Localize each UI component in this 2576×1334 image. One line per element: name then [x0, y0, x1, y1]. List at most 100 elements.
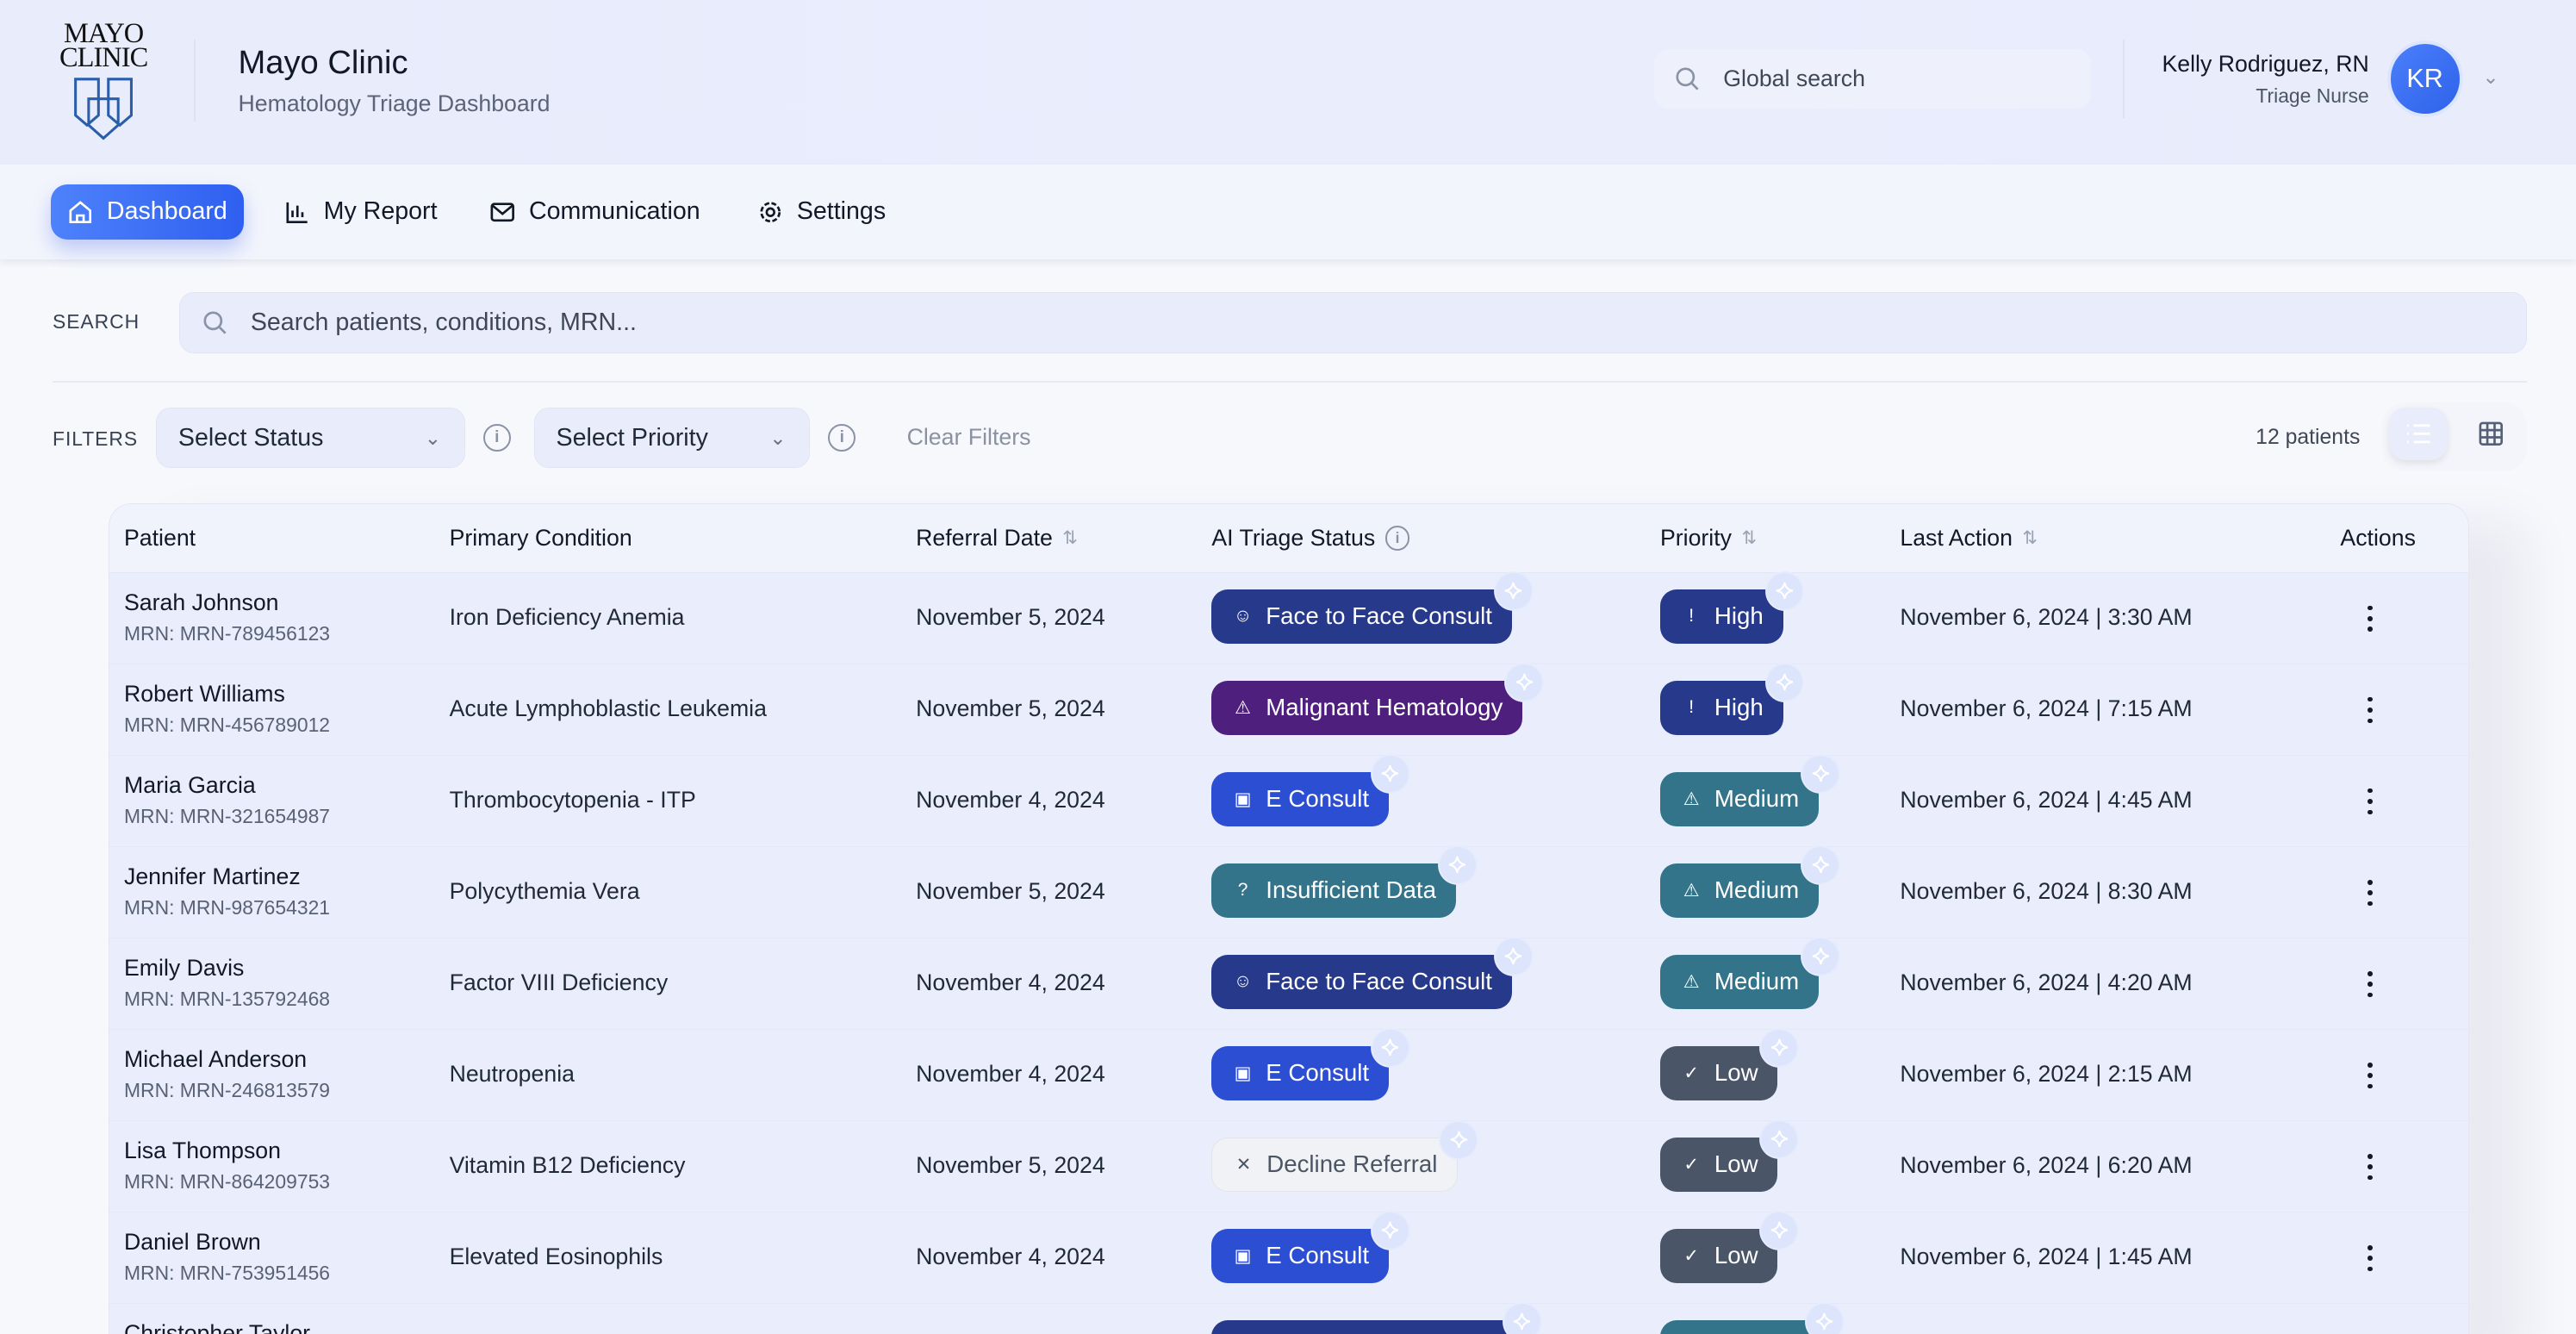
patient-name[interactable]: Christopher Taylor [124, 1319, 311, 1334]
info-icon[interactable]: i [1384, 526, 1410, 552]
nav-settings[interactable]: Settings [741, 184, 902, 240]
global-search-input[interactable]: Global search [1654, 49, 2092, 109]
ai-triage-status-badge[interactable]: ▣ E Consult [1211, 755, 1409, 826]
priority-icon: ⚠ [1683, 789, 1700, 809]
table-row[interactable]: Christopher Taylor [109, 1303, 2468, 1334]
grid-view-button[interactable] [2461, 408, 2521, 460]
table-row[interactable]: Michael Anderson MRN: MRN-246813579 Neutro… [109, 1029, 2469, 1121]
sparkle-icon[interactable] [1439, 846, 1476, 883]
more-actions-icon[interactable] [2363, 1242, 2376, 1275]
sparkle-icon[interactable] [1766, 572, 1803, 609]
sparkle-icon[interactable] [1372, 1029, 1409, 1066]
table-row[interactable]: Robert Williams MRN: MRN-456789012 Acute L… [109, 664, 2469, 756]
nav-label: Communication [528, 197, 700, 226]
priority-badge[interactable]: ⚠ Medium [1659, 846, 1839, 918]
status-select[interactable]: Select Status ⌄ [156, 407, 465, 469]
more-actions-icon[interactable] [2363, 1059, 2376, 1092]
ai-triage-status-badge[interactable]: ✕ Decline Referral [1211, 1121, 1478, 1192]
patient-mrn: MRN: MRN-753951456 [124, 1261, 331, 1284]
priority-icon: ✓ [1683, 1154, 1699, 1175]
ai-triage-status-badge[interactable] [1211, 1303, 1540, 1334]
ai-triage-status-badge[interactable]: ▣ E Consult [1211, 1212, 1409, 1283]
more-actions-icon[interactable] [2363, 694, 2376, 726]
more-actions-icon[interactable] [2363, 876, 2376, 909]
patient-mrn: MRN: MRN-246813579 [124, 1078, 331, 1101]
info-icon[interactable]: i [828, 423, 856, 452]
chevron-down-icon: ⌄ [769, 426, 787, 449]
priority-badge[interactable]: ✓ Low [1659, 1212, 1798, 1283]
patient-name[interactable]: Lisa Thompson [124, 1137, 281, 1163]
sort-icon[interactable]: ⇅ [1062, 528, 1078, 549]
status-label: Face to Face Consult [1266, 968, 1492, 995]
sort-icon[interactable]: ⇅ [1741, 528, 1758, 549]
priority-badge[interactable]: ✓ Low [1659, 1029, 1798, 1100]
last-action: November 6, 2024 | 3:30 AM [1900, 603, 2193, 630]
sparkle-icon[interactable] [1761, 1212, 1798, 1249]
patient-count: 12 patients [2256, 425, 2361, 449]
column-header-priority[interactable]: Priority ⇅ [1659, 525, 1758, 552]
patient-search-input[interactable]: Search patients, conditions, MRN... [178, 292, 2527, 353]
patient-name[interactable]: Emily Davis [124, 954, 245, 981]
sparkle-icon[interactable] [1372, 755, 1409, 792]
priority-select[interactable]: Select Priority ⌄ [533, 407, 811, 469]
table-row[interactable]: Sarah Johnson MRN: MRN-789456123 Iron Defi… [109, 572, 2469, 664]
table-row[interactable]: Jennifer Martinez MRN: MRN-987654321 Polyc… [109, 846, 2469, 938]
patient-name[interactable]: Daniel Brown [124, 1228, 261, 1255]
sparkle-icon[interactable] [1761, 1120, 1798, 1157]
ai-triage-status-badge[interactable]: ⚠ Malignant Hematology [1211, 664, 1543, 735]
table-row[interactable]: Emily Davis MRN: MRN-135792468 Factor VIII… [109, 938, 2469, 1030]
priority-badge[interactable] [1659, 1303, 1843, 1334]
user-info[interactable]: Kelly Rodriguez, RN Triage Nurse [2162, 51, 2368, 108]
avatar[interactable]: KR [2390, 44, 2460, 114]
patient-name[interactable]: Robert Williams [124, 680, 285, 707]
more-actions-icon[interactable] [2363, 602, 2376, 635]
sparkle-icon[interactable] [1503, 1303, 1540, 1334]
list-icon [2406, 424, 2430, 444]
ai-triage-status-badge[interactable]: ☺ Face to Face Consult [1211, 938, 1532, 1009]
priority-badge[interactable]: ✓ Low [1659, 1120, 1798, 1192]
sparkle-icon[interactable] [1440, 1121, 1478, 1158]
patient-name[interactable]: Jennifer Martinez [124, 863, 301, 889]
table-row[interactable]: Daniel Brown MRN: MRN-753951456 Elevated E… [109, 1212, 2469, 1304]
status-icon: ⚠ [1235, 697, 1251, 718]
status-icon: ☺ [1233, 971, 1253, 992]
priority-badge[interactable]: ! High [1659, 664, 1803, 735]
table-row[interactable]: Maria Garcia MRN: MRN-321654987 Thrombocyt… [109, 755, 2469, 847]
more-actions-icon[interactable] [2363, 968, 2376, 1000]
clear-filters-button[interactable]: Clear Filters [906, 423, 1031, 450]
column-header-last-action[interactable]: Last Action ⇅ [1900, 525, 2038, 552]
sparkle-icon[interactable] [1766, 664, 1803, 701]
patient-name[interactable]: Michael Anderson [124, 1045, 308, 1072]
priority-badge[interactable]: ! High [1659, 572, 1803, 644]
sparkle-icon[interactable] [1372, 1212, 1409, 1249]
more-actions-icon[interactable] [2363, 1150, 2376, 1183]
nav-my-report[interactable]: My Report [268, 184, 454, 240]
chevron-down-icon[interactable]: ⌄ [2482, 65, 2499, 89]
more-actions-icon[interactable] [2363, 785, 2376, 818]
sparkle-icon[interactable] [1801, 846, 1839, 883]
priority-badge[interactable]: ⚠ Medium [1659, 938, 1839, 1009]
status-label: E Consult [1266, 1059, 1370, 1087]
nav-communication[interactable]: Communication [473, 184, 717, 240]
ai-triage-status-badge[interactable]: ▣ E Consult [1211, 1029, 1409, 1100]
info-icon[interactable]: i [482, 423, 512, 452]
priority-icon: ✓ [1683, 1063, 1699, 1083]
ai-triage-status-badge[interactable]: ☺ Face to Face Consult [1211, 572, 1532, 644]
priority-badge[interactable]: ⚠ Medium [1659, 755, 1839, 826]
priority-label: High [1714, 602, 1764, 630]
sparkle-icon[interactable] [1495, 572, 1532, 609]
list-view-button[interactable] [2388, 407, 2448, 460]
sparkle-icon[interactable] [1806, 1303, 1843, 1334]
patient-name[interactable]: Maria Garcia [124, 771, 256, 798]
sparkle-icon[interactable] [1801, 755, 1839, 792]
sparkle-icon[interactable] [1761, 1029, 1798, 1066]
column-header-referral-date[interactable]: Referral Date ⇅ [916, 525, 1078, 552]
sort-icon[interactable]: ⇅ [2022, 528, 2038, 549]
sparkle-icon[interactable] [1801, 938, 1839, 975]
nav-dashboard[interactable]: Dashboard [51, 184, 244, 240]
sparkle-icon[interactable] [1506, 664, 1543, 701]
table-row[interactable]: Lisa Thompson MRN: MRN-864209753 Vitamin B… [109, 1120, 2469, 1212]
ai-triage-status-badge[interactable]: ? Insufficient Data [1211, 846, 1476, 918]
patient-name[interactable]: Sarah Johnson [124, 589, 279, 615]
sparkle-icon[interactable] [1495, 938, 1532, 975]
